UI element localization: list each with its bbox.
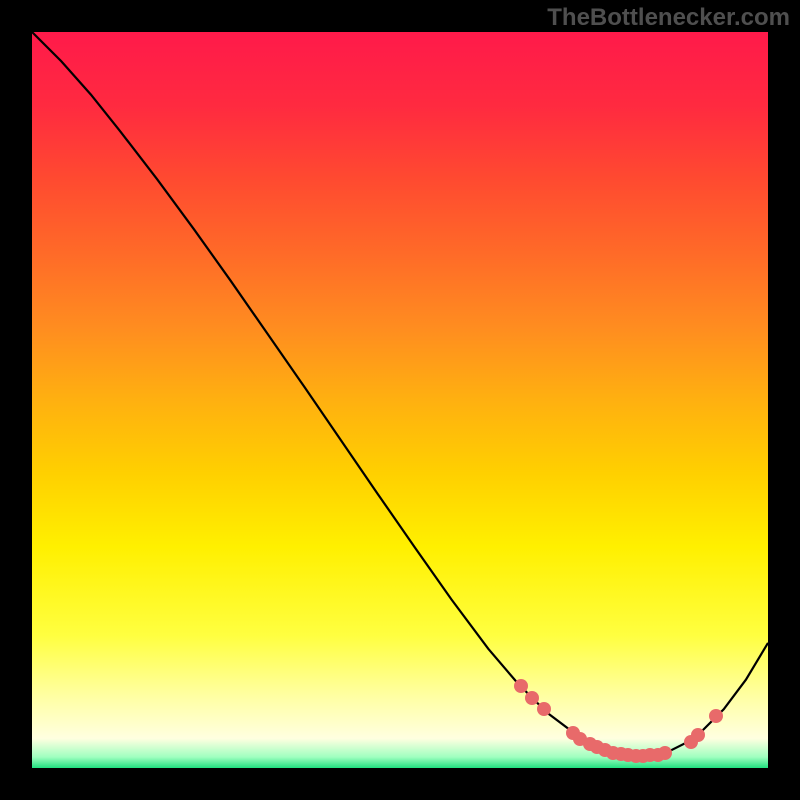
- plot-area: [32, 32, 768, 768]
- watermark-text: TheBottlenecker.com: [547, 4, 790, 32]
- data-marker: [691, 728, 705, 742]
- data-marker: [537, 702, 551, 716]
- data-marker: [636, 749, 650, 763]
- data-marker: [590, 740, 604, 754]
- data-marker: [583, 737, 597, 751]
- data-marker: [525, 691, 539, 705]
- data-marker: [684, 735, 698, 749]
- markers-layer: [32, 32, 768, 768]
- data-marker: [598, 743, 612, 757]
- data-marker: [566, 726, 580, 740]
- data-marker: [651, 748, 665, 762]
- data-marker: [643, 748, 657, 762]
- data-marker: [606, 746, 620, 760]
- data-marker: [621, 748, 635, 762]
- data-marker: [709, 709, 723, 723]
- data-marker: [658, 746, 672, 760]
- chart-container: TheBottlenecker.com: [0, 0, 800, 800]
- data-marker: [514, 679, 528, 693]
- data-marker: [573, 732, 587, 746]
- data-marker: [629, 749, 643, 763]
- data-marker: [614, 747, 628, 761]
